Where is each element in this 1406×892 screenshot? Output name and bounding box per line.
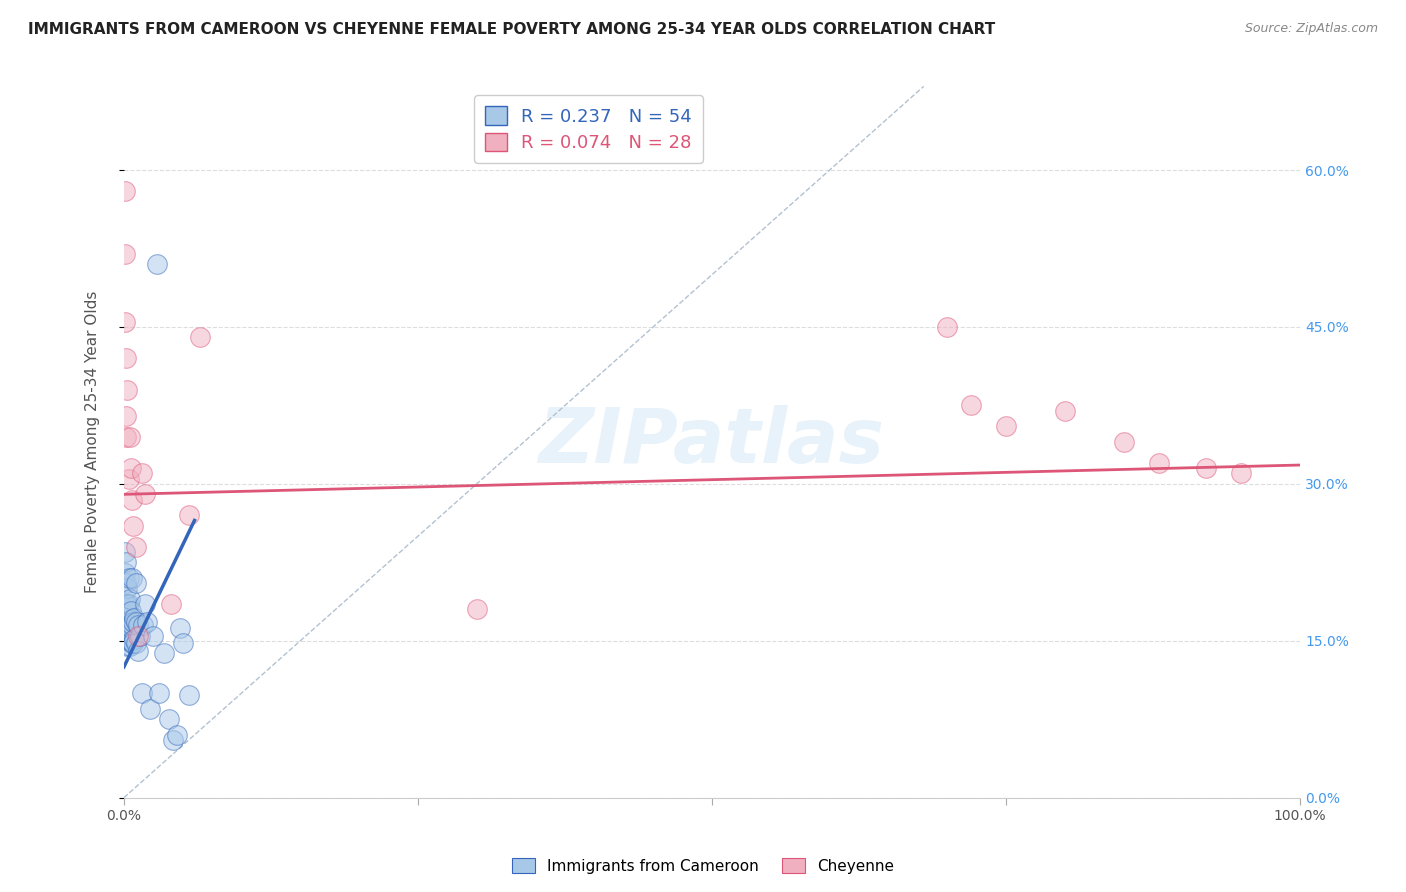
Point <box>995 419 1018 434</box>
Point <box>134 487 156 501</box>
Point <box>115 576 138 591</box>
Point <box>121 636 143 650</box>
Point <box>157 712 180 726</box>
Point <box>120 621 142 635</box>
Point <box>117 639 139 653</box>
Y-axis label: Female Poverty Among 25-34 Year Olds: Female Poverty Among 25-34 Year Olds <box>86 291 100 593</box>
Point <box>124 632 146 646</box>
Point <box>146 257 169 271</box>
Point <box>124 576 146 591</box>
Point <box>114 628 136 642</box>
Point <box>114 315 136 329</box>
Point <box>142 628 165 642</box>
Point <box>114 246 136 260</box>
Point <box>117 597 139 611</box>
Point <box>131 686 153 700</box>
Point <box>117 624 139 638</box>
Point <box>122 615 145 629</box>
Legend: R = 0.237   N = 54, R = 0.074   N = 28: R = 0.237 N = 54, R = 0.074 N = 28 <box>474 95 703 163</box>
Point <box>959 398 981 412</box>
Point <box>118 613 141 627</box>
Point <box>117 472 139 486</box>
Point <box>114 597 136 611</box>
Point <box>134 597 156 611</box>
Point <box>115 351 138 366</box>
Legend: Immigrants from Cameroon, Cheyenne: Immigrants from Cameroon, Cheyenne <box>506 852 900 880</box>
Point <box>162 733 184 747</box>
Point <box>148 686 170 700</box>
Point <box>122 518 145 533</box>
Point <box>114 184 136 198</box>
Point <box>169 621 191 635</box>
Point <box>120 461 142 475</box>
Point <box>127 618 149 632</box>
Point <box>190 330 212 344</box>
Point <box>465 602 488 616</box>
Point <box>117 618 139 632</box>
Point <box>120 605 142 619</box>
Point <box>117 607 139 622</box>
Point <box>132 618 155 632</box>
Point <box>1195 461 1218 475</box>
Point <box>115 628 138 642</box>
Point <box>177 688 200 702</box>
Point <box>115 555 138 569</box>
Point <box>124 540 146 554</box>
Point <box>115 597 138 611</box>
Point <box>160 597 183 611</box>
Point <box>136 615 159 629</box>
Point <box>114 613 136 627</box>
Point <box>121 618 143 632</box>
Point <box>122 636 145 650</box>
Point <box>1147 456 1170 470</box>
Point <box>124 636 146 650</box>
Point <box>118 430 141 444</box>
Point <box>117 383 139 397</box>
Point <box>117 582 139 596</box>
Point <box>115 618 138 632</box>
Point <box>153 646 176 660</box>
Point <box>1112 435 1135 450</box>
Point <box>172 636 194 650</box>
Point <box>139 702 162 716</box>
Point <box>127 644 149 658</box>
Text: ZIPatlas: ZIPatlas <box>538 405 884 479</box>
Point <box>177 508 200 523</box>
Point <box>936 320 959 334</box>
Point <box>115 409 138 423</box>
Text: Source: ZipAtlas.com: Source: ZipAtlas.com <box>1244 22 1378 36</box>
Point <box>1230 467 1253 481</box>
Point <box>129 628 152 642</box>
Point <box>124 615 146 629</box>
Point <box>1053 403 1076 417</box>
Text: IMMIGRANTS FROM CAMEROON VS CHEYENNE FEMALE POVERTY AMONG 25-34 YEAR OLDS CORREL: IMMIGRANTS FROM CAMEROON VS CHEYENNE FEM… <box>28 22 995 37</box>
Point <box>117 633 139 648</box>
Point <box>121 492 143 507</box>
Point <box>115 430 138 444</box>
Point <box>118 591 141 606</box>
Point <box>124 611 146 625</box>
Point <box>117 597 139 611</box>
Point <box>127 628 149 642</box>
Point <box>114 545 136 559</box>
Point <box>117 571 139 585</box>
Point <box>114 566 136 580</box>
Point <box>118 625 141 640</box>
Point <box>118 639 141 653</box>
Point <box>131 467 153 481</box>
Point <box>166 728 188 742</box>
Point <box>120 633 142 648</box>
Point <box>121 571 143 585</box>
